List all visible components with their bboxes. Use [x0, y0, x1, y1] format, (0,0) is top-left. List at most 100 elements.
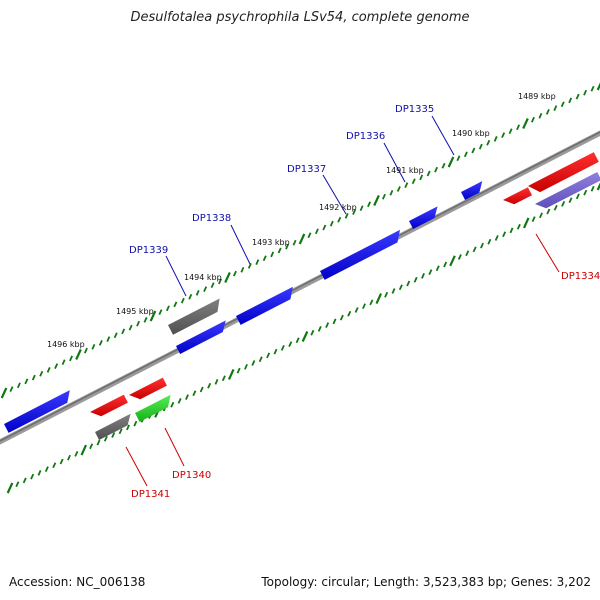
minor-tick [126, 424, 130, 431]
gene-label-dp1339[interactable]: DP1339 [129, 245, 168, 256]
minor-tick [128, 324, 133, 331]
minor-tick [465, 250, 470, 257]
minor-tick [516, 223, 521, 230]
gene-label-dp1336[interactable]: DP1336 [346, 131, 385, 142]
minor-tick [456, 155, 461, 162]
minor-tick [199, 386, 204, 393]
major-tick [447, 156, 455, 168]
major-tick [373, 195, 380, 206]
gene-label-dp1337[interactable]: DP1337 [287, 164, 326, 175]
minor-tick [22, 477, 27, 484]
minor-tick [214, 379, 219, 385]
gene-label-dp1335[interactable]: DP1335 [395, 104, 434, 115]
minor-tick [67, 454, 71, 461]
gene-labels: DP1335 DP1336 DP1337 DP1338 DP1339 DP133… [129, 104, 600, 500]
minor-tick [121, 328, 126, 335]
kbp-label-1496: 1496 kbp [47, 340, 85, 349]
major-tick [522, 217, 530, 229]
gene-reverse-a[interactable] [90, 390, 128, 417]
gene-label-dp1334[interactable]: DP1334 [561, 271, 600, 282]
minor-tick [244, 363, 248, 370]
minor-tick [329, 220, 334, 227]
minor-tick [568, 197, 573, 204]
gene-dp1337[interactable] [320, 225, 400, 280]
minor-tick [285, 243, 290, 250]
minor-tick [457, 254, 462, 260]
gene-dp1340[interactable] [135, 390, 171, 422]
minor-tick [381, 193, 386, 200]
minor-tick [553, 204, 558, 211]
minor-tick [295, 337, 300, 344]
minor-tick [91, 343, 96, 350]
minor-tick [478, 143, 483, 150]
minor-tick [553, 105, 558, 111]
gene-reverse-b[interactable] [129, 373, 167, 400]
minor-tick [111, 432, 116, 438]
minor-tick [560, 101, 565, 108]
gene-dp1339-pseudo[interactable] [168, 294, 220, 335]
minor-tick [30, 473, 35, 480]
minor-tick [207, 382, 212, 389]
minor-tick [354, 307, 359, 313]
minor-tick [292, 239, 297, 246]
minor-tick [247, 263, 252, 269]
minor-tick [103, 435, 108, 442]
top-tick-track [0, 82, 600, 399]
minor-tick [258, 356, 263, 363]
minor-tick [337, 216, 342, 223]
minor-tick [509, 227, 514, 234]
minor-tick [463, 151, 468, 158]
minor-tick [52, 462, 57, 469]
bottom-tick-track [6, 182, 600, 494]
label-leaders [125, 115, 560, 487]
minor-tick [428, 269, 433, 275]
minor-tick [270, 251, 275, 258]
gene-dp1338[interactable] [236, 282, 293, 325]
minor-tick [322, 224, 327, 231]
minor-tick [89, 443, 94, 450]
gene-label-dp1341[interactable]: DP1341 [131, 489, 170, 500]
minor-tick [240, 266, 245, 273]
minor-tick [531, 216, 536, 222]
gene-label-dp1340[interactable]: DP1340 [172, 470, 211, 481]
minor-tick [180, 297, 185, 304]
minor-tick [310, 329, 315, 336]
minor-tick [502, 231, 507, 238]
minor-tick [352, 209, 357, 215]
minor-tick [332, 318, 337, 325]
minor-tick [280, 345, 285, 351]
minor-tick [54, 363, 59, 369]
minor-tick [31, 374, 36, 381]
minor-tick [508, 128, 513, 135]
minor-tick [266, 352, 271, 359]
gene-dp1336[interactable] [409, 202, 438, 229]
minor-tick [15, 481, 20, 488]
minor-tick [232, 270, 237, 277]
minor-tick [188, 293, 193, 300]
gene-dp1334-c[interactable] [535, 168, 600, 209]
major-tick [75, 349, 82, 360]
major-tick [449, 255, 456, 267]
minor-tick [106, 336, 111, 342]
minor-tick [493, 136, 498, 142]
gene-forward-a[interactable] [176, 316, 226, 354]
minor-tick [421, 273, 425, 279]
gene-forward-b[interactable] [4, 386, 70, 433]
kbp-scale-labels: 1489 kbp 1490 kbp 1491 kbp 1492 kbp 1493… [47, 92, 556, 349]
minor-tick [472, 246, 477, 253]
gene-dp1334-a[interactable] [503, 183, 532, 205]
gene-dp1341[interactable] [95, 409, 131, 440]
minor-tick [435, 265, 440, 272]
minor-tick [344, 213, 349, 219]
minor-tick [391, 288, 396, 294]
gene-dp1335[interactable] [461, 177, 483, 200]
major-tick [298, 233, 306, 245]
minor-tick [398, 284, 403, 291]
minor-tick [369, 299, 374, 306]
minor-tick [165, 305, 170, 312]
minor-tick [170, 401, 175, 408]
gene-dp1334-b[interactable] [528, 148, 599, 193]
gene-label-dp1338[interactable]: DP1338 [192, 213, 231, 224]
minor-tick [177, 398, 182, 404]
